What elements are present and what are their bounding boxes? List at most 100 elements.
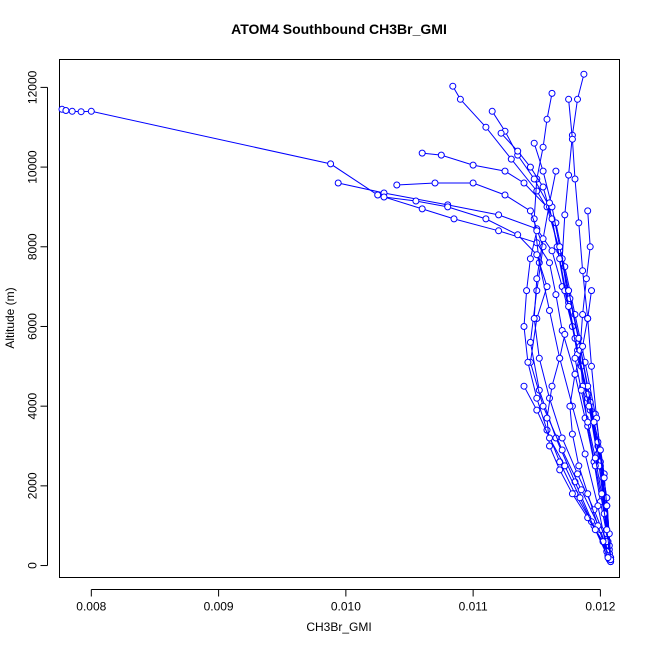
data-point [469, 179, 477, 187]
data-point [520, 382, 528, 390]
data-point [495, 211, 503, 219]
data-point [327, 160, 335, 168]
y-axis-label: Altitude (m) [3, 287, 17, 348]
data-point [565, 287, 573, 295]
data-point [456, 95, 464, 103]
data-point [571, 370, 579, 378]
data-point [558, 446, 566, 454]
data-point [580, 70, 588, 78]
data-point [565, 171, 573, 179]
data-point [533, 394, 541, 402]
series-9 [380, 193, 613, 562]
data-point [380, 193, 388, 201]
data-point [418, 149, 426, 157]
data-point [539, 143, 547, 151]
data-point [507, 155, 515, 163]
data-point [530, 315, 538, 322]
x-tick-label: 0.011 [459, 600, 488, 614]
data-point [530, 139, 538, 147]
data-point [535, 354, 543, 362]
data-point [543, 414, 551, 422]
data-point [561, 462, 569, 470]
series-1 [334, 179, 615, 562]
data-point [565, 303, 573, 310]
x-tick-label: 0.012 [585, 600, 615, 614]
plot-frame [59, 59, 620, 578]
data-point [520, 179, 528, 187]
x-axis-label: CH3Br_GMI [306, 620, 371, 634]
data-point [514, 231, 522, 239]
data-point [590, 418, 598, 426]
data-point [526, 163, 534, 171]
data-point [582, 275, 590, 283]
data-point [585, 402, 593, 410]
x-tick-label: 0.009 [204, 600, 234, 614]
data-point [533, 275, 541, 283]
data-point [588, 362, 595, 370]
data-point [571, 354, 579, 362]
data-point [558, 434, 566, 442]
data-point [556, 243, 564, 251]
data-point [533, 187, 541, 195]
data-point [524, 358, 532, 366]
data-point [568, 490, 576, 498]
data-point [568, 135, 576, 143]
data-point [444, 203, 452, 211]
data-point [62, 107, 70, 114]
data-point [566, 402, 574, 410]
y-axis: 0 2000 4000 6000 8000 10000 12000 [26, 70, 48, 569]
data-point [497, 129, 505, 137]
data-point [591, 526, 599, 534]
data-point [546, 307, 553, 314]
data-point [412, 197, 420, 205]
y-tick-label: 6000 [26, 313, 40, 340]
data-point [561, 330, 569, 338]
data-point [576, 494, 584, 502]
data-point [581, 450, 589, 458]
x-axis: 0.008 0.009 0.010 0.011 0.012 [76, 589, 616, 614]
data-point [603, 526, 611, 534]
series-0 [58, 105, 615, 564]
data-point [598, 490, 606, 498]
data-point [450, 215, 458, 223]
data-point [533, 287, 541, 295]
data-point [579, 267, 587, 275]
data-point [575, 462, 583, 470]
data-point [68, 107, 76, 115]
data-point [571, 175, 579, 183]
series-7 [488, 107, 613, 554]
series-16 [543, 330, 615, 564]
data-point [539, 402, 547, 410]
data-point [87, 107, 95, 115]
data-point [577, 386, 585, 394]
data-point [604, 554, 612, 562]
data-point [520, 323, 528, 330]
data-point [556, 255, 564, 263]
y-tick-label: 2000 [26, 472, 40, 499]
data-point [543, 283, 551, 291]
data-point [488, 107, 496, 115]
data-point [546, 442, 553, 450]
data-point [548, 89, 556, 97]
data-point [548, 382, 556, 390]
x-tick-label: 0.010 [331, 600, 361, 614]
data-point [546, 259, 553, 267]
y-tick-label: 10000 [26, 150, 40, 184]
data-point [530, 175, 538, 183]
data-point [334, 179, 342, 187]
y-tick-label: 4000 [26, 392, 40, 419]
data-point [533, 251, 541, 259]
data-point [495, 227, 503, 235]
data-point [552, 291, 560, 299]
data-point [588, 287, 595, 295]
data-point [548, 215, 556, 223]
data-point [546, 434, 553, 442]
data-point [596, 446, 604, 454]
data-point [77, 108, 85, 116]
data-point [574, 470, 581, 478]
x-tick-label: 0.008 [76, 600, 106, 614]
data-point [600, 474, 608, 482]
data-point [533, 406, 541, 414]
data-point [561, 211, 569, 219]
